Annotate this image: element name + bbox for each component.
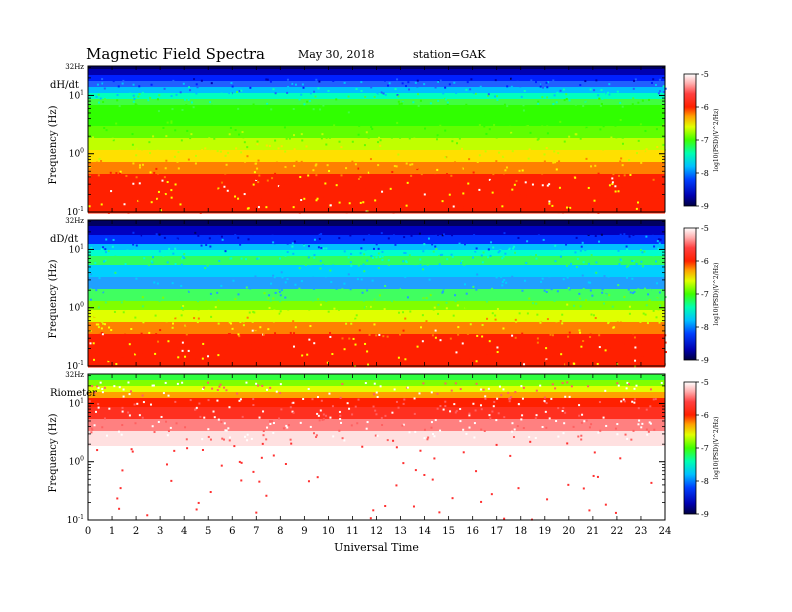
- station-label: station=GAK: [413, 48, 486, 61]
- x-axis: 0 1 2 3 4 5 6 7 8 9 10 11 12 13 14 15 16 17 18 19 20 21 22 23 24…: [85, 66, 672, 554]
- colorbar-tick-label: -6: [701, 411, 709, 420]
- colorbar-label: log10(PSD)(V^2/Hz): [713, 109, 720, 172]
- colorbar-tick-label: -5: [701, 70, 709, 79]
- ytick-label: 32Hz: [65, 217, 84, 225]
- y-axis-label: Frequency (Hz): [48, 413, 59, 492]
- colorbar-label: log10(PSD)(V^2/Hz): [713, 263, 720, 326]
- ytick-label: 101: [69, 397, 84, 409]
- colorbar-tick-label: -8: [701, 169, 709, 178]
- ytick-label: 32Hz: [65, 63, 84, 71]
- colorbar-tick-label: -6: [701, 257, 709, 266]
- x-axis-label: Universal Time: [334, 541, 419, 554]
- xtick-label: 4: [181, 526, 187, 537]
- panel-label: dH/dt: [50, 80, 79, 91]
- xtick-label: 23: [635, 526, 648, 537]
- ytick-label: 100: [69, 456, 84, 468]
- ytick-label: 100: [69, 148, 84, 160]
- colorbar: [683, 227, 697, 361]
- ytick-label: 10-1: [67, 514, 84, 526]
- ytick-label: 101: [69, 243, 84, 255]
- date-label: May 30, 2018: [298, 48, 375, 61]
- y-axis-label: Frequency (Hz): [48, 259, 59, 338]
- xtick-label: 3: [157, 526, 163, 537]
- spectrogram-panel-3: 32Hz 101 100 10-1 Riometer Frequency (Hz) -5 -6…: [48, 371, 720, 526]
- xtick-label: 13: [394, 526, 407, 537]
- xtick-label: 5: [205, 526, 211, 537]
- colorbar-tick-label: -7: [701, 136, 709, 145]
- xtick-label: 6: [229, 526, 235, 537]
- colorbar: [683, 73, 697, 207]
- colorbar-tick-label: -5: [701, 224, 709, 233]
- colorbar-tick-label: -6: [701, 103, 709, 112]
- colorbar-tick-label: -9: [701, 202, 709, 211]
- colorbar-tick-label: -5: [701, 378, 709, 387]
- xtick-label: 22: [611, 526, 624, 537]
- colorbar-tick-label: -9: [701, 356, 709, 365]
- xtick-label: 2: [133, 526, 139, 537]
- xtick-label: 12: [370, 526, 383, 537]
- colorbar: [683, 381, 697, 515]
- ytick-label: 32Hz: [65, 371, 84, 379]
- panel-label: Riometer: [50, 388, 97, 399]
- colorbar-tick-label: -8: [701, 323, 709, 332]
- xtick-label: 8: [277, 526, 283, 537]
- xtick-label: 10: [322, 526, 335, 537]
- xtick-label: 24: [659, 526, 672, 537]
- xtick-label: 20: [562, 526, 575, 537]
- xtick-label: 11: [346, 526, 359, 537]
- page-title: Magnetic Field Spectra: [86, 45, 265, 63]
- xtick-label: 19: [538, 526, 551, 537]
- xtick-label: 0: [85, 526, 91, 537]
- ytick-label: 100: [69, 302, 84, 314]
- colorbar-label: log10(PSD)(V^2/Hz): [713, 417, 720, 480]
- xtick-label: 1: [109, 526, 115, 537]
- colorbar-tick-label: -7: [701, 290, 709, 299]
- xtick-label: 14: [418, 526, 431, 537]
- xtick-label: 15: [442, 526, 455, 537]
- xtick-label: 17: [490, 526, 503, 537]
- xtick-label: 16: [466, 526, 479, 537]
- y-axis-label: Frequency (Hz): [48, 105, 59, 184]
- colorbar-tick-label: -7: [701, 444, 709, 453]
- panel-label: dD/dt: [50, 234, 78, 245]
- xtick-label: 21: [587, 526, 600, 537]
- xtick-label: 9: [301, 526, 307, 537]
- ytick-label: 101: [69, 89, 84, 101]
- xtick-label: 18: [514, 526, 527, 537]
- xtick-label: 7: [253, 526, 259, 537]
- colorbar-tick-label: -8: [701, 477, 709, 486]
- colorbar-tick-label: -9: [701, 510, 709, 519]
